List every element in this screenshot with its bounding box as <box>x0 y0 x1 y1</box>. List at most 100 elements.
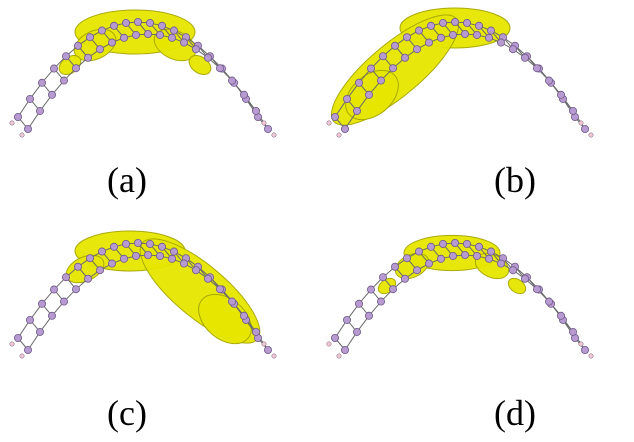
hydrogen-atom <box>336 353 342 359</box>
atom <box>239 311 248 320</box>
atom <box>486 247 495 256</box>
panel-label-b: (b) <box>494 160 536 200</box>
atom <box>462 18 471 27</box>
atom <box>227 76 236 85</box>
hydrogen-atom <box>261 120 267 126</box>
atom <box>568 106 577 115</box>
atom <box>36 106 45 115</box>
hydrogen-atom <box>9 341 15 347</box>
atom <box>96 45 105 54</box>
panel-label-d: (d) <box>494 393 536 433</box>
atom <box>133 238 142 247</box>
atom <box>403 254 412 263</box>
atom <box>23 125 32 134</box>
hydrogen-atom <box>9 120 15 126</box>
atom <box>544 297 553 306</box>
molecule-d <box>326 234 594 359</box>
atom <box>439 18 448 27</box>
atom <box>263 346 272 355</box>
atom <box>155 30 164 39</box>
atom <box>532 64 541 73</box>
atom <box>143 250 152 259</box>
atom <box>496 259 505 268</box>
atom <box>415 247 424 256</box>
atoms <box>9 238 277 359</box>
atom <box>460 250 469 259</box>
atom <box>365 311 374 320</box>
atom <box>38 299 47 308</box>
atom <box>84 53 93 62</box>
atom <box>355 299 364 308</box>
atom <box>60 76 69 85</box>
atom <box>131 251 140 260</box>
atom <box>556 90 565 99</box>
atom <box>367 285 376 294</box>
atom <box>169 26 178 35</box>
atom <box>98 247 107 256</box>
atom <box>215 64 224 73</box>
atom <box>108 38 117 47</box>
molecule-a <box>9 9 277 138</box>
atom <box>13 334 22 343</box>
atom <box>157 21 166 30</box>
atom <box>486 26 495 35</box>
atom <box>450 238 459 247</box>
atom <box>62 52 71 61</box>
atom <box>179 38 188 47</box>
atom <box>544 76 553 85</box>
atom <box>86 33 95 42</box>
atom <box>110 242 119 251</box>
atom <box>391 262 400 271</box>
hydrogen-atom <box>588 132 594 138</box>
atom <box>86 254 95 263</box>
atom <box>439 239 448 248</box>
hydrogen-atom <box>578 120 584 126</box>
atom <box>367 64 376 73</box>
atom <box>203 53 212 62</box>
atom <box>133 17 142 26</box>
atom <box>413 45 422 54</box>
hydrogen-atom <box>578 341 584 347</box>
atom <box>167 254 176 263</box>
atom <box>427 242 436 251</box>
atom <box>340 346 349 355</box>
atom <box>379 273 388 282</box>
atom <box>355 78 364 87</box>
atom <box>13 113 22 122</box>
atom <box>472 251 481 260</box>
atom <box>25 315 34 324</box>
atom <box>50 285 59 294</box>
atom <box>74 262 83 271</box>
atom <box>98 26 107 35</box>
atom <box>131 30 140 39</box>
atom <box>365 90 374 99</box>
atom <box>532 285 541 294</box>
isosurface <box>65 230 261 345</box>
isosurface-lobe <box>507 277 527 295</box>
atom <box>401 53 410 62</box>
atom <box>389 64 398 73</box>
isosurface-lobe <box>73 28 117 62</box>
atoms <box>326 238 594 359</box>
atom <box>391 41 400 50</box>
hydrogen-atom <box>271 132 277 138</box>
isosurface <box>330 7 511 126</box>
atom <box>437 254 446 263</box>
atom <box>474 21 483 30</box>
atom <box>508 45 517 54</box>
atom <box>84 274 93 283</box>
panel-label-c: (c) <box>107 393 147 433</box>
atom <box>425 259 434 268</box>
panel-d <box>317 221 634 442</box>
atom <box>169 247 178 256</box>
atom <box>450 17 459 26</box>
atom <box>460 29 469 38</box>
atom <box>120 33 129 42</box>
atom <box>484 33 493 42</box>
atom <box>143 29 152 38</box>
atom <box>227 297 236 306</box>
atom <box>379 52 388 61</box>
atom <box>484 254 493 263</box>
atom <box>48 90 57 99</box>
atom <box>415 26 424 35</box>
